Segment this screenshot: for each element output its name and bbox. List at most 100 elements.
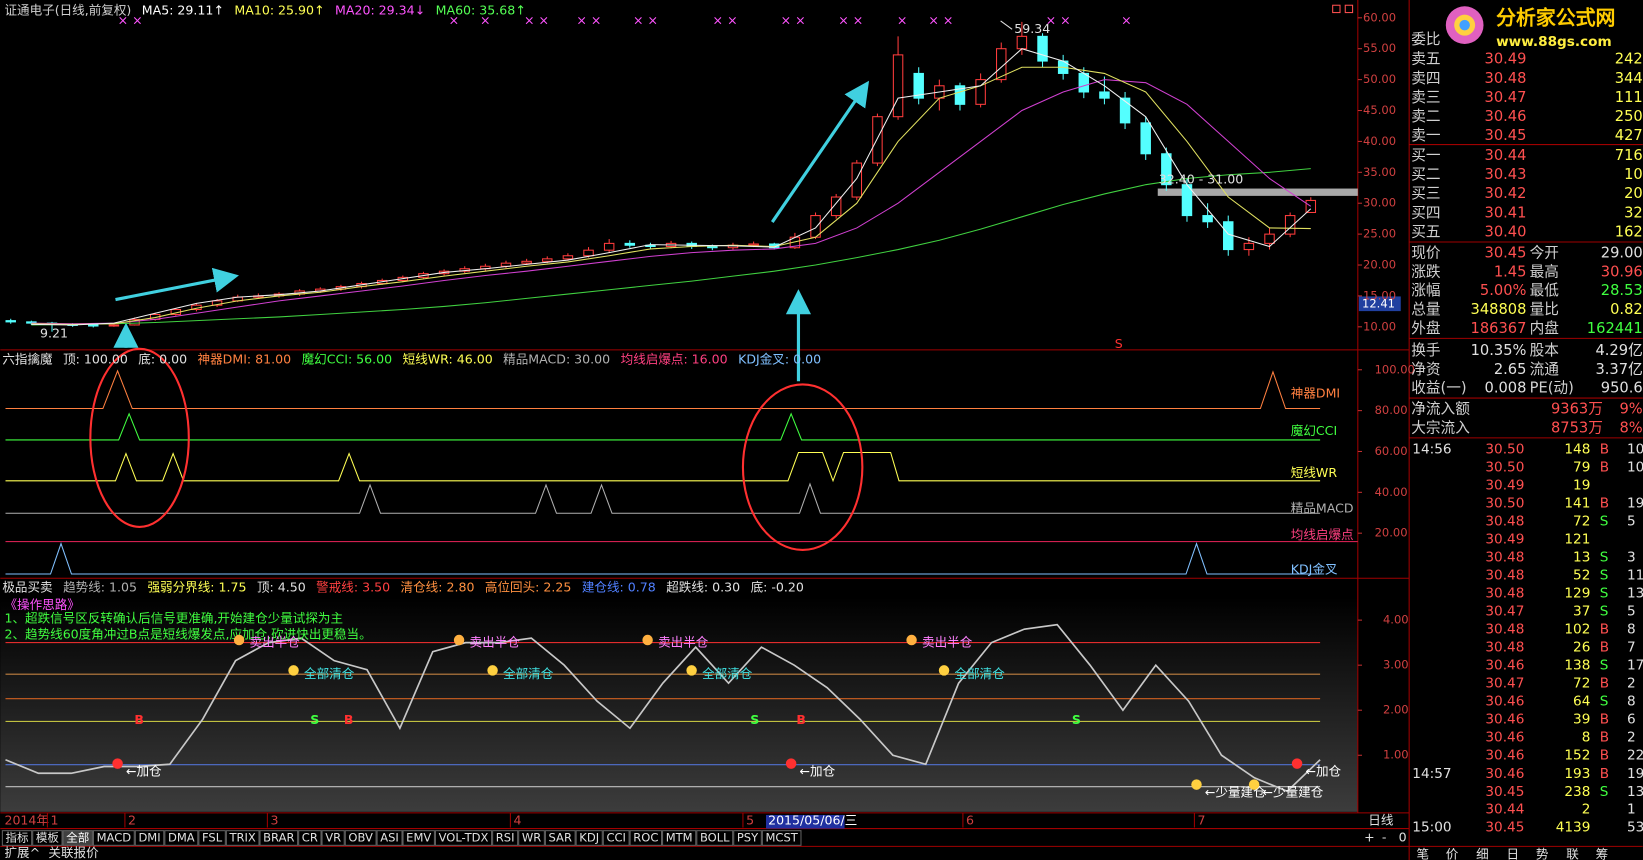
tab-box[interactable]: [198, 830, 226, 846]
indicator-tab[interactable]: FSL: [202, 831, 223, 845]
tick-volume: 121: [1564, 531, 1590, 547]
indicator-tab[interactable]: 模板: [36, 831, 60, 845]
indicator-tab[interactable]: VR: [325, 831, 341, 845]
tab-box[interactable]: [298, 830, 322, 846]
quote-tab[interactable]: 势: [1536, 846, 1549, 860]
tab-box[interactable]: [225, 830, 260, 846]
tab-box[interactable]: [1, 830, 33, 846]
tab-box[interactable]: [733, 830, 762, 846]
panel3-axis-label: 4.00: [1383, 613, 1409, 627]
main-header-item-row: 证通电子(日线,前复权) MA5: 29.11↑ MA10: 25.90↑ MA20:…: [4, 2, 525, 17]
zoom-button[interactable]: -: [1382, 830, 1387, 845]
tick-price: 30.46: [1485, 766, 1524, 782]
quote-tab[interactable]: 细: [1476, 846, 1489, 860]
tick-side: B: [1600, 622, 1609, 638]
panel3-header-item: 清仓线: 2.80: [401, 579, 475, 594]
tab-box[interactable]: [321, 830, 345, 846]
month-label: 3: [271, 813, 279, 828]
indicator-tab[interactable]: 指标: [5, 831, 29, 845]
price-band: [1157, 188, 1358, 196]
tick-side: B: [1600, 748, 1609, 764]
tab-box[interactable]: [92, 830, 135, 846]
quote-tab[interactable]: 联: [1566, 846, 1579, 860]
panel3-header-item: 顶: 4.50: [257, 579, 306, 594]
indicator-tab[interactable]: ASI: [380, 831, 399, 845]
candle-body: [872, 116, 883, 164]
indicator-tab[interactable]: ROC: [633, 831, 658, 845]
window-icon[interactable]: [1344, 4, 1354, 14]
indicator-tab[interactable]: MTM: [666, 831, 693, 845]
tab-box[interactable]: [62, 830, 93, 846]
quote-tab[interactable]: 日: [1507, 846, 1520, 860]
indicator-tab[interactable]: TRIX: [228, 831, 255, 845]
panel2-header-item: KDJ金叉: 0.00: [738, 351, 821, 366]
svg-text:× ×: × ×: [576, 12, 601, 27]
tab-box[interactable]: [402, 830, 435, 846]
footer-tab[interactable]: 扩展^: [4, 845, 40, 860]
panel3-header-item: 建仓线: 0.78: [582, 579, 656, 594]
zoom-button[interactable]: 0: [1399, 830, 1407, 845]
candle-body: [1078, 72, 1090, 93]
indicator-tab[interactable]: MCST: [766, 831, 799, 845]
price-axis-label: 35.00: [1363, 165, 1396, 179]
quote-tab[interactable]: 筹: [1596, 846, 1609, 860]
tick-price: 30.48: [1485, 567, 1524, 583]
indicator-tab[interactable]: BOLL: [700, 831, 730, 845]
panel2-signals: [5, 369, 1358, 575]
indicator-tab[interactable]: WR: [522, 831, 541, 845]
tick-count: 10: [1627, 441, 1643, 457]
tab-box[interactable]: [434, 830, 493, 846]
tab-box[interactable]: [602, 830, 630, 846]
indicator-tab[interactable]: VOL-TDX: [439, 831, 489, 845]
indicator-tab[interactable]: OBV: [348, 831, 373, 845]
indicator-tab[interactable]: KDJ: [579, 831, 599, 845]
indicator-tab[interactable]: CCI: [606, 831, 625, 845]
tab-box[interactable]: [696, 830, 734, 846]
footer-tab[interactable]: 关联报价: [48, 845, 99, 860]
indicator-tab[interactable]: RSI: [496, 831, 515, 845]
tab-box[interactable]: [259, 830, 299, 846]
tab-box[interactable]: [344, 830, 377, 846]
tick-volume: 26: [1573, 640, 1590, 656]
tab-box[interactable]: [761, 830, 802, 846]
flow-label: 大宗流入: [1411, 418, 1470, 436]
svg-text:× ×: × ×: [838, 12, 863, 27]
tab-box[interactable]: [492, 830, 519, 846]
tick-price: 30.44: [1485, 802, 1524, 818]
quote-tab[interactable]: 笔: [1416, 846, 1429, 860]
tick-price: 30.48: [1485, 586, 1524, 602]
stat-value: 0.008: [1485, 380, 1527, 397]
indicator-tab[interactable]: BRAR: [263, 831, 294, 845]
quote-tab[interactable]: 价: [1446, 846, 1459, 860]
tick-volume: 152: [1564, 748, 1590, 764]
tick-volume: 64: [1573, 694, 1590, 710]
tab-box[interactable]: [134, 830, 165, 846]
indicator-tab[interactable]: MACD: [97, 831, 132, 845]
year-label: 2014年: [4, 813, 49, 828]
tab-box[interactable]: [164, 830, 199, 846]
signal-line-label: 魔幻CCI: [1291, 423, 1337, 438]
tab-box[interactable]: [544, 830, 576, 846]
indicator-tab[interactable]: PSY: [737, 831, 759, 845]
top-markers: × × × × × × × × × × × × × × × × × × × × × ×: [118, 12, 1132, 27]
zoom-button[interactable]: +: [1364, 830, 1375, 845]
indicator-tab[interactable]: DMI: [138, 831, 160, 845]
stat-label: 收益(一): [1411, 380, 1466, 397]
tab-box[interactable]: [575, 830, 603, 846]
indicator-tab[interactable]: DMA: [168, 831, 195, 845]
month-label: 1: [51, 813, 59, 828]
tick-side: B: [1600, 730, 1609, 746]
indicator-tab[interactable]: EMV: [406, 831, 431, 845]
indicator-tab[interactable]: CR: [302, 831, 318, 845]
indicator-tab[interactable]: SAR: [549, 831, 572, 845]
stat-label: 总量: [1411, 301, 1440, 318]
window-icon[interactable]: [1332, 4, 1341, 14]
price-axis-label: 30.00: [1363, 196, 1396, 210]
tab-box[interactable]: [629, 830, 663, 846]
tab-box[interactable]: [518, 830, 545, 846]
candle-body: [1264, 233, 1275, 244]
tab-box[interactable]: [32, 830, 63, 846]
tab-box[interactable]: [376, 830, 403, 846]
indicator-tab[interactable]: 全部: [66, 831, 89, 845]
tab-box[interactable]: [662, 830, 697, 846]
